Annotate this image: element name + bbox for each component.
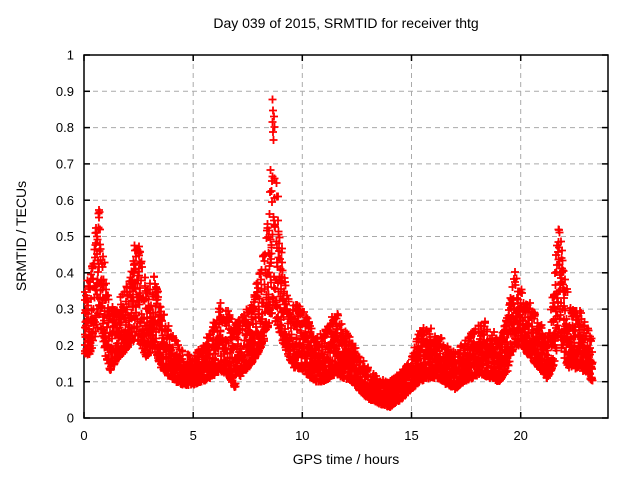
y-tick-label: 0.3	[56, 302, 74, 317]
y-tick-label: 0.2	[56, 338, 74, 353]
chart-title: Day 039 of 2015, SRMTID for receiver tht…	[213, 15, 479, 31]
y-tick-label: 0.9	[56, 84, 74, 99]
y-tick-label: 0.6	[56, 193, 74, 208]
y-tick-label: 1	[67, 48, 74, 63]
y-tick-label: 0.7	[56, 156, 74, 171]
x-tick-label: 15	[404, 428, 418, 443]
y-tick-label: 0.8	[56, 120, 74, 135]
y-tick-label: 0	[67, 411, 74, 426]
y-tick-label: 0.5	[56, 229, 74, 244]
tick-labels: 00.10.20.30.40.50.60.70.80.910 5 10 15 20	[56, 48, 528, 443]
x-tick-label: 5	[190, 428, 197, 443]
x-tick-label: 20	[513, 428, 527, 443]
y-tick-label: 0.1	[56, 374, 74, 389]
x-tick-label: 0	[80, 428, 87, 443]
x-axis-label: GPS time / hours	[292, 451, 400, 467]
y-tick-label: 0.4	[56, 265, 74, 280]
scatter-points	[81, 95, 597, 411]
x-tick-label: 10	[295, 428, 309, 443]
